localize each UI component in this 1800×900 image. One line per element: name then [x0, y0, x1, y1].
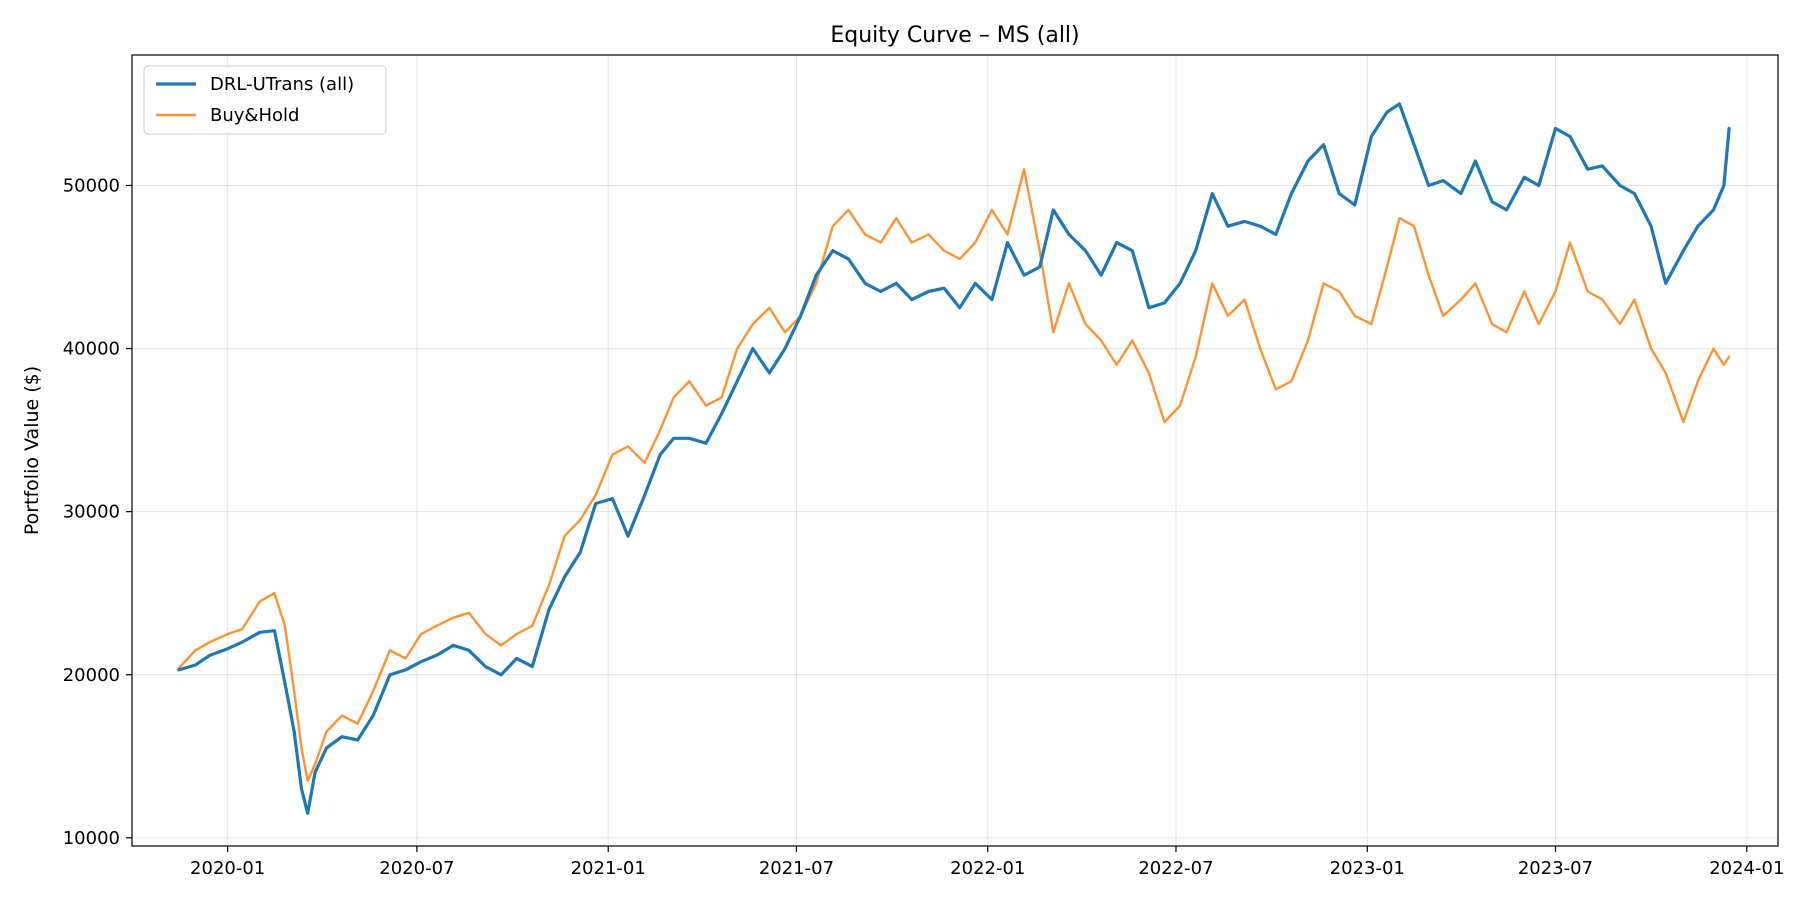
grid	[132, 55, 1778, 846]
series-layer	[177, 102, 1731, 815]
series-line-drl-utrans	[177, 102, 1731, 815]
plot-frame	[131, 54, 1779, 847]
y-tick-label: 40000	[63, 339, 120, 360]
y-tick-label: 10000	[63, 828, 120, 849]
x-tick-label: 2023-07	[1518, 858, 1593, 879]
legend-label-buy-hold: Buy&Hold	[210, 105, 299, 126]
x-tick-label: 2022-01	[950, 858, 1025, 879]
y-tick-label: 30000	[63, 502, 120, 523]
y-axis-ticks: 10000 20000 30000 40000 50000	[63, 175, 132, 849]
series-line-buy-hold	[177, 168, 1731, 782]
x-tick-label: 2021-01	[571, 858, 646, 879]
legend: DRL-UTrans (all) Buy&Hold	[143, 65, 387, 135]
chart-title: Equity Curve – MS (all)	[830, 23, 1079, 48]
x-tick-label: 2021-07	[759, 858, 834, 879]
legend-box	[143, 65, 387, 135]
x-axis-ticks: 2020-01 2020-07 2021-01 2021-07 2022-01 2022-…	[190, 846, 1784, 879]
y-tick-label: 50000	[63, 175, 120, 196]
y-axis-title: Portfolio Value ($)	[21, 366, 43, 535]
x-tick-label: 2022-07	[1138, 858, 1213, 879]
x-tick-label: 2020-07	[379, 858, 454, 879]
x-tick-label: 2020-01	[190, 858, 265, 879]
legend-label-drl-utrans: DRL-UTrans (all)	[210, 74, 354, 95]
x-tick-label: 2023-01	[1330, 858, 1405, 879]
x-tick-label: 2024-01	[1709, 858, 1784, 879]
y-tick-label: 20000	[63, 665, 120, 686]
